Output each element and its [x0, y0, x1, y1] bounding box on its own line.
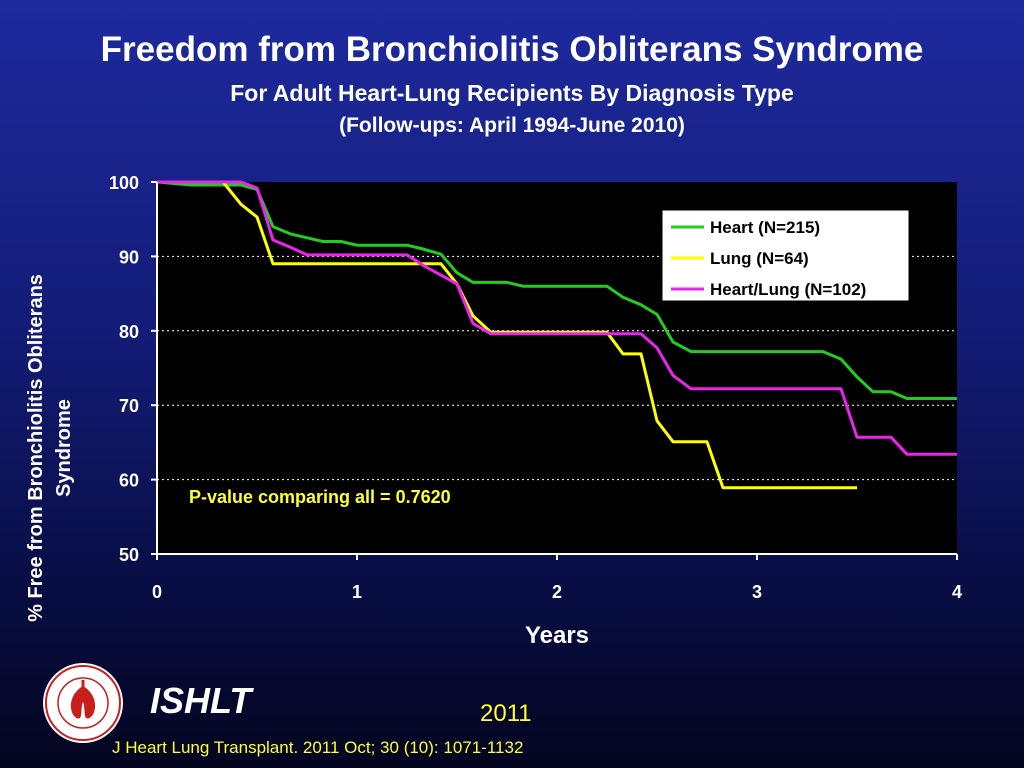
y-tick-label: 80 [119, 322, 139, 342]
page-title: Freedom from Bronchiolitis Obliterans Sy… [100, 30, 924, 69]
p-value-annotation: P-value comparing all = 0.7620 [189, 487, 451, 507]
x-axis-label: Years [525, 622, 589, 649]
x-tick-label: 3 [752, 582, 762, 602]
legend-box [661, 209, 910, 302]
x-tick-labels: 0 1 2 3 4 [152, 554, 962, 602]
y-axis-label-line2: Syndrome [53, 399, 75, 497]
x-tick-label: 1 [352, 582, 362, 602]
legend-label: Heart (N=215) [710, 218, 820, 237]
y-tick-labels: 50 60 70 80 90 100 [109, 173, 157, 565]
page-subtitle: For Adult Heart-Lung Recipients By Diagn… [230, 80, 794, 106]
ishlt-logo-icon [42, 662, 124, 749]
x-tick-label: 4 [952, 582, 962, 602]
follow-up-period: (Follow-ups: April 1994-June 2010) [339, 114, 685, 137]
bos-freedom-chart: 50 60 70 80 90 100 0 1 2 3 4 Years % Free from Br… [25, 173, 962, 649]
x-tick-label: 2 [552, 582, 562, 602]
y-tick-label: 100 [109, 173, 139, 193]
series-group [156, 180, 957, 490]
series-line-2 [157, 180, 957, 456]
y-tick-label: 90 [119, 247, 139, 267]
x-tick-label: 0 [152, 582, 162, 602]
citation: J Heart Lung Transplant. 2011 Oct; 30 (1… [112, 738, 524, 757]
legend-label: Heart/Lung (N=102) [710, 280, 866, 299]
y-tick-label: 70 [119, 396, 139, 416]
legend: Heart (N=215) Lung (N=64) Heart/Lung (N=10… [661, 209, 910, 302]
y-axis-label-line1: % Free from Bronchiolitis Obliterans [25, 274, 47, 622]
y-tick-label: 60 [119, 471, 139, 491]
series-line-1 [157, 180, 857, 490]
publication-year: 2011 [480, 700, 532, 727]
legend-label: Lung (N=64) [710, 249, 809, 268]
ishlt-brand: ISHLT [150, 680, 252, 721]
series-line-0 [156, 180, 957, 400]
y-tick-label: 50 [119, 545, 139, 565]
